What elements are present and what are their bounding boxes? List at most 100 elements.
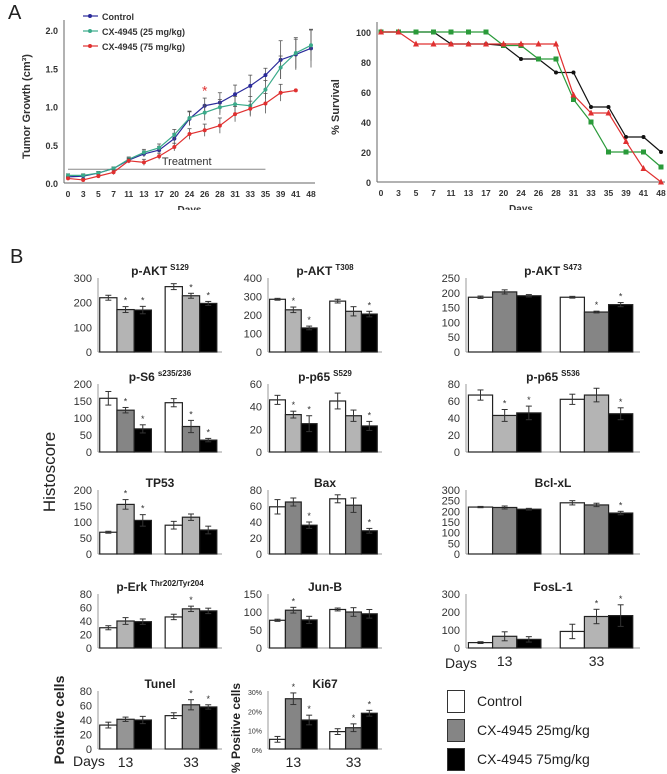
y-tick-label: 30% [248, 690, 262, 697]
x-tick-label: 26 [534, 188, 544, 198]
y-tick-label: 0.5 [45, 141, 58, 151]
chart-title: Tunel [144, 677, 175, 691]
bar [284, 413, 302, 453]
y-axis-label: Positive cells [51, 675, 67, 764]
significance-star: * [619, 292, 623, 302]
bar [181, 608, 201, 649]
x-tick-label: 31 [569, 188, 579, 198]
chart-title: Bcl-xL [535, 476, 572, 490]
histoscore-axis-label: Histoscore [40, 431, 59, 513]
data-point [519, 57, 523, 61]
data-point [605, 109, 612, 116]
bar [491, 291, 518, 353]
bar [164, 616, 183, 649]
bar [300, 327, 318, 353]
data-point [217, 105, 222, 110]
legend-swatch [447, 689, 465, 713]
significance-star: * [124, 296, 128, 306]
bar [607, 512, 634, 555]
significance-star: * [189, 282, 193, 292]
x-tick-label: 31 [230, 189, 240, 199]
data-point [96, 171, 101, 176]
data-point [640, 165, 647, 171]
data-point [431, 29, 436, 35]
bar [116, 503, 135, 555]
data-point [623, 138, 629, 144]
significance-star: * [368, 517, 372, 527]
y-tick-label: 150 [442, 303, 460, 315]
data-point [641, 149, 646, 155]
data-point [263, 87, 268, 92]
significance-star: * [124, 489, 128, 499]
bar [559, 296, 586, 353]
x-tick-label: 17 [481, 188, 491, 198]
data-point [278, 65, 283, 70]
y-tick-label: 200 [442, 288, 460, 300]
data-point [66, 173, 70, 178]
y-tick-label: 100 [356, 28, 371, 38]
x-tick-label: 5 [96, 189, 101, 199]
chart-title-superscript: Thr202/Tyr204 [150, 579, 204, 588]
bar [268, 399, 287, 453]
y-tick-label: 0 [86, 744, 92, 756]
y-tick-label: 0% [252, 748, 262, 755]
data-point [217, 123, 222, 128]
bar [360, 313, 378, 353]
bar [268, 619, 287, 649]
data-point [553, 40, 559, 47]
bar [133, 621, 152, 649]
series-line [381, 31, 662, 168]
x-tick-label: 24 [185, 189, 195, 199]
chart-title: Jun-B [308, 580, 342, 594]
y-tick-label: 100 [244, 329, 262, 341]
x-tick-label: 13 [464, 188, 474, 198]
data-point [263, 73, 268, 78]
x-tick-label: 13 [139, 189, 149, 199]
significance-star: * [368, 300, 372, 310]
y-tick-label: 50 [80, 430, 92, 442]
chart-title-superscript: S473 [563, 263, 582, 272]
y-tick-label: 20 [250, 424, 262, 436]
bar-chart-jun-b: 0 50 100 150 Jun-B * [244, 580, 382, 655]
y-tick-label: 1.0 [45, 103, 58, 113]
data-point [233, 102, 238, 107]
x-tick-label: 3 [81, 189, 86, 199]
data-point [659, 150, 663, 154]
chart-title-superscript: S529 [333, 369, 352, 378]
data-point [500, 40, 507, 47]
bar [360, 613, 378, 649]
y-tick-label: 100 [74, 322, 92, 334]
bar-chart-p-akt-t308: 0 100 200 300 400 p-AKT T308 * * * [244, 263, 382, 359]
significance-star: * [595, 598, 599, 608]
y-tick-label: 40 [80, 715, 92, 727]
chart-title: p-AKT T308 [296, 263, 354, 278]
bar [116, 718, 135, 750]
chart-title: p-AKT S129 [131, 263, 189, 278]
y-tick-label: 100 [74, 413, 92, 425]
legend-marker [88, 14, 92, 18]
data-point [293, 50, 298, 55]
y-tick-label: 100 [442, 317, 460, 329]
x-tick-label: 26 [200, 189, 210, 199]
significance-star: * [206, 694, 210, 704]
day-group-label: 13 [118, 754, 134, 770]
bar [344, 611, 363, 649]
significance-star: * [368, 699, 372, 709]
legend-label: CX-4945 (25 mg/kg) [102, 27, 185, 37]
bar-chart-tp53: 0 50 100 150 200 TP53 * * [74, 476, 222, 561]
bar [607, 304, 634, 353]
data-point [448, 29, 454, 35]
bar [467, 506, 494, 555]
data-point [606, 105, 611, 109]
data-point [157, 145, 162, 150]
bar-chart-p-p65-s529: 0 20 40 60 p-p65 S529 * * * [250, 369, 382, 459]
legend: Control CX-4945 25mg/kg CX-4945 75mg/kg [447, 688, 590, 774]
y-tick-label: 0 [454, 447, 460, 459]
data-point [187, 115, 192, 120]
data-point [157, 154, 162, 159]
data-point [187, 132, 192, 137]
y-tick-label: 60 [80, 603, 92, 615]
y-tick-label: 60 [80, 701, 92, 713]
data-point [430, 40, 437, 47]
